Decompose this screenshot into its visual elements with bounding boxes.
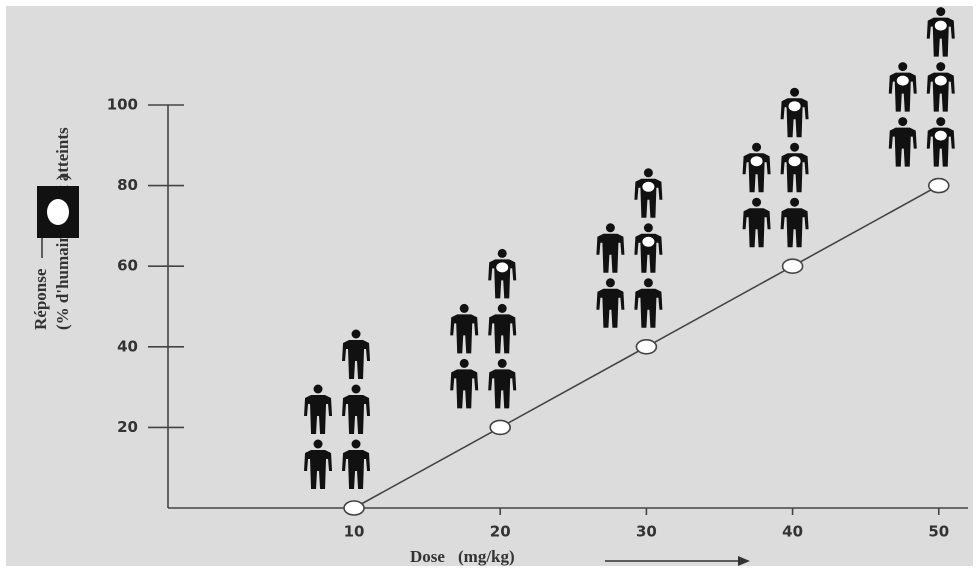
figure-dot [935,131,947,141]
x-tick-label: 50 [928,523,949,541]
figure-dot [496,262,508,272]
figure-head [790,88,799,97]
figure-head [498,359,507,368]
x-tick-label: 20 [490,523,511,541]
point [929,179,949,193]
figure-dot [642,182,654,192]
figure-head [352,385,361,394]
figure-dot [935,76,947,86]
figure-head [498,249,507,258]
figure-head [352,330,361,339]
figure-head [752,143,761,152]
figure-head [606,278,615,287]
figure-head [752,198,761,207]
figure-head [644,223,653,232]
point [490,420,510,434]
figure-dot [897,76,909,86]
figure-head [352,440,361,449]
figure-head [644,168,653,177]
y-sublabel-end: ) [53,174,72,180]
x-tick-label: 30 [636,523,657,541]
background [6,6,973,566]
figure-dot [642,237,654,247]
chart: Réponse (% d'humains étant atteints ) Do… [0,0,979,572]
y-tick-label: 20 [117,418,138,436]
y-tick-label: 60 [117,257,138,275]
figure-head [314,385,323,394]
figure-head [498,304,507,313]
y-tick-label: 80 [117,176,138,194]
responder-icon-dot [47,199,69,225]
y-label: Réponse [31,268,50,330]
y-tick-label: 100 [107,96,138,114]
x-unit: (mg/kg) [458,547,515,566]
figure-dot [789,101,801,111]
figure-head [790,143,799,152]
figure-head [460,359,469,368]
figure-head [314,440,323,449]
figure-dot [789,156,801,166]
figure-head [936,62,945,71]
point [344,501,364,515]
figure-head [606,223,615,232]
x-tick-label: 40 [782,523,803,541]
y-tick-label: 40 [117,337,138,355]
figure-head [936,117,945,126]
figure-head [460,304,469,313]
point [636,340,656,354]
figure-head [898,62,907,71]
figure-dot [751,156,763,166]
x-tick-label: 10 [344,523,365,541]
figure-head [644,278,653,287]
figure-head [936,7,945,16]
figure-head [790,198,799,207]
figure-dot [935,21,947,31]
point [783,259,803,273]
x-label: Dose [410,547,445,566]
figure-head [898,117,907,126]
